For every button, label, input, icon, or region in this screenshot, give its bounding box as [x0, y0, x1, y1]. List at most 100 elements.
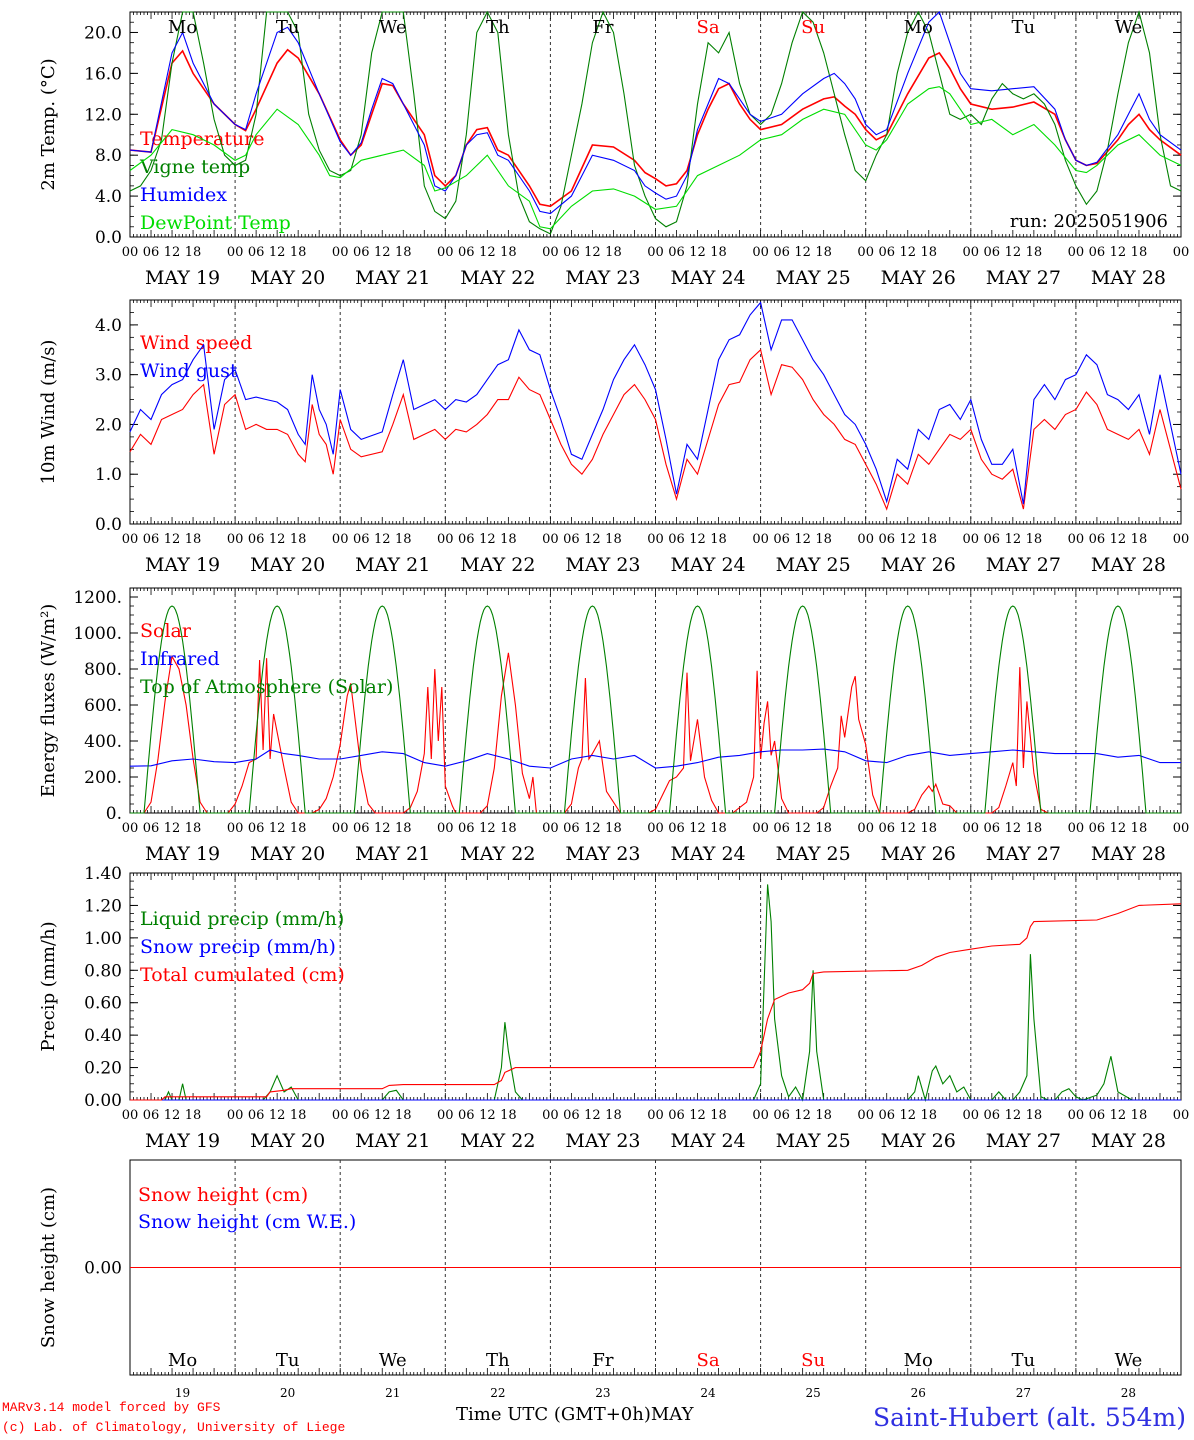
hour-tick-label: 06: [248, 821, 265, 836]
hour-tick-label: 00: [752, 821, 769, 836]
hour-tick-label: 18: [395, 532, 412, 547]
day-number: 21: [385, 1386, 400, 1400]
hour-tick-label: 18: [395, 1108, 412, 1123]
date-label: MAY 27: [986, 267, 1061, 289]
hour-tick-label: 18: [710, 532, 727, 547]
hour-tick-label: 00: [437, 245, 454, 260]
hour-tick-label: 06: [353, 245, 370, 260]
hour-tick-label: 00: [542, 1108, 559, 1123]
hour-tick-label: 06: [458, 532, 475, 547]
hour-tick-label: 00: [1068, 1108, 1085, 1123]
hour-tick-label: 06: [143, 245, 160, 260]
x-axis-title-text: Time UTC (GMT+0h): [456, 1404, 651, 1425]
hour-tick-label: 12: [584, 1108, 601, 1123]
y-tick-label: 0.: [106, 804, 122, 824]
date-label: MAY 24: [670, 267, 745, 289]
day-name: Mo: [168, 1350, 197, 1371]
hour-tick-label: 12: [164, 532, 181, 547]
date-label: MAY 23: [565, 843, 640, 865]
x-axis-title: Time UTC (GMT+0h)MAY: [456, 1404, 693, 1425]
hour-tick-label: 06: [668, 821, 685, 836]
date-label: MAY 28: [1091, 843, 1166, 865]
hour-tick-label: 06: [668, 532, 685, 547]
hour-tick-label: 00: [1068, 532, 1085, 547]
hour-tick-label: 12: [1110, 821, 1127, 836]
panel-frame: [129, 299, 1182, 525]
hour-tick-label: 00: [963, 532, 980, 547]
y-tick-label: 0.0: [95, 228, 122, 248]
hour-tick-label: 00: [752, 532, 769, 547]
hour-tick-label: 00: [437, 1108, 454, 1123]
date-label: MAY 19: [145, 554, 220, 576]
legend-entry: Solar: [140, 620, 192, 642]
y-tick-label: 2.0: [95, 415, 122, 435]
hour-tick-label: 18: [1026, 821, 1043, 836]
y-tick-label: 1200.: [73, 588, 122, 608]
hour-tick-label: 00: [122, 821, 139, 836]
date-label: MAY 27: [986, 1130, 1061, 1152]
hour-tick-label: 12: [1005, 1108, 1022, 1123]
hour-tick-label: 12: [794, 532, 811, 547]
hour-tick-label: 00: [542, 821, 559, 836]
hour-tick-label: 06: [248, 532, 265, 547]
y-tick-label: 0.80: [84, 961, 122, 981]
hour-tick-label: 00: [122, 1108, 139, 1123]
hour-tick-label: 12: [794, 1108, 811, 1123]
date-label: MAY 23: [565, 1130, 640, 1152]
day-name: We: [1115, 17, 1143, 38]
legend-entry: Infrared: [140, 648, 220, 670]
series-line-1: [129, 48, 1182, 208]
y-tick-label: 0.40: [84, 1026, 122, 1046]
hour-tick-label: 00: [647, 821, 664, 836]
day-number: 24: [700, 1386, 716, 1400]
hour-tick-label: 00: [542, 532, 559, 547]
hour-tick-label: 00: [227, 532, 244, 547]
hour-tick-label: 06: [773, 821, 790, 836]
hour-tick-label: 00: [752, 1108, 769, 1123]
day-number: 28: [1121, 1386, 1136, 1400]
hour-tick-label: 06: [773, 1108, 790, 1123]
hour-tick-label: 06: [984, 1108, 1001, 1123]
hour-tick-label: 00: [227, 1108, 244, 1123]
hour-tick-label: 12: [689, 245, 706, 260]
hour-tick-label: 00: [963, 245, 980, 260]
y-axis-label: Precip (mm/h): [38, 921, 59, 1051]
hour-tick-label: 06: [563, 245, 580, 260]
date-label: MAY 24: [670, 843, 745, 865]
hour-tick-label: 12: [1005, 532, 1022, 547]
y-tick-label: 0.00: [84, 1091, 122, 1111]
hour-tick-label: 06: [458, 245, 475, 260]
hour-tick-label: 06: [1089, 1108, 1106, 1123]
hour-tick-label: 00: [963, 821, 980, 836]
hour-tick-label: 06: [878, 1108, 895, 1123]
hour-tick-label: 18: [185, 821, 202, 836]
y-tick-label: 8.0: [95, 146, 122, 166]
day-number: 20: [280, 1386, 295, 1400]
date-label: MAY 20: [250, 554, 325, 576]
hour-tick-label: 06: [1089, 532, 1106, 547]
hour-tick-label: 18: [815, 532, 832, 547]
hour-tick-label: 00: [857, 245, 874, 260]
date-label: MAY 21: [355, 554, 430, 576]
hour-tick-label: 00: [963, 1108, 980, 1123]
date-label: MAY 24: [670, 554, 745, 576]
date-label: MAY 22: [460, 843, 535, 865]
date-label: MAY 27: [986, 554, 1061, 576]
hour-tick-label: 06: [878, 532, 895, 547]
date-label: MAY 22: [460, 554, 535, 576]
day-number: 22: [490, 1386, 505, 1400]
hour-tick-label: 12: [689, 821, 706, 836]
series-line-4: [129, 86, 1182, 230]
hour-tick-label: 12: [899, 532, 916, 547]
legend-entry: Wind gust: [140, 360, 238, 382]
run-annotation: run: 2025051906: [1010, 211, 1168, 232]
date-label: MAY 24: [670, 1130, 745, 1152]
date-label: MAY 25: [776, 1130, 851, 1152]
hour-tick-label: 00: [647, 1108, 664, 1123]
hour-tick-label: 00: [1068, 821, 1085, 836]
hour-tick-label: 18: [395, 821, 412, 836]
hour-tick-label: 12: [1110, 1108, 1127, 1123]
hour-tick-label: 00: [857, 821, 874, 836]
hour-tick-label: 06: [668, 1108, 685, 1123]
hour-tick-label: 06: [353, 1108, 370, 1123]
